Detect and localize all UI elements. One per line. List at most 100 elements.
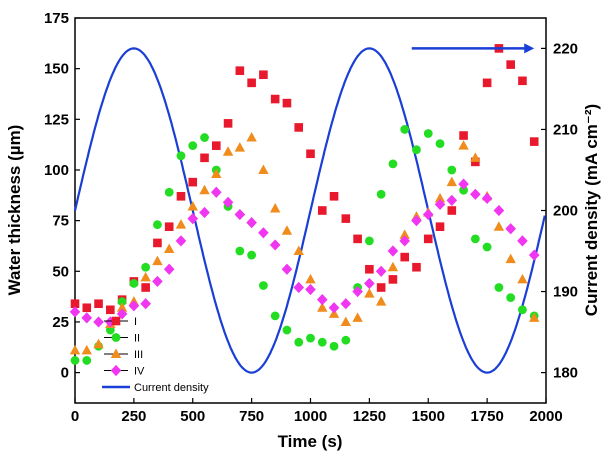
data-point-IV xyxy=(281,263,293,275)
data-point-II xyxy=(70,356,80,365)
data-point-IV xyxy=(411,215,422,227)
current-density-line xyxy=(73,47,546,374)
data-point-II xyxy=(364,236,374,246)
data-point-III xyxy=(164,243,175,253)
data-point-II xyxy=(188,141,198,151)
data-point-II xyxy=(247,250,257,260)
legend-label: Current density xyxy=(134,382,209,394)
data-point-II xyxy=(341,335,351,345)
data-point-II xyxy=(412,145,421,155)
data-point-IV xyxy=(352,285,363,298)
data-point-III xyxy=(258,164,269,174)
data-point-IV xyxy=(258,227,269,239)
data-point-II xyxy=(482,242,492,252)
data-point-II xyxy=(329,341,339,351)
x-axis-title: Time (s) xyxy=(278,432,343,451)
data-point-I xyxy=(188,177,198,187)
data-point-I xyxy=(482,78,492,88)
y2-tick-label: 190 xyxy=(553,284,578,301)
data-point-II xyxy=(400,125,410,134)
data-point-II xyxy=(82,356,92,365)
legend-marker-I xyxy=(111,316,121,326)
data-point-III xyxy=(317,302,328,312)
data-point-II xyxy=(176,151,186,161)
data-point-II xyxy=(129,279,139,288)
data-point-IV xyxy=(517,235,528,247)
data-point-II xyxy=(376,189,386,199)
y2-axis-title: Current density (mA cm⁻²) xyxy=(582,104,601,316)
data-point-II xyxy=(164,187,174,197)
series-II-points xyxy=(70,125,539,365)
data-point-IV xyxy=(434,198,446,211)
data-point-I xyxy=(341,214,351,223)
data-point-IV xyxy=(69,306,81,318)
data-point-I xyxy=(176,192,186,201)
x-tick-label: 1000 xyxy=(294,408,327,425)
data-point-IV xyxy=(175,235,187,247)
series-III-points xyxy=(69,132,540,355)
arrow-head xyxy=(524,43,535,54)
data-point-IV xyxy=(116,308,128,320)
data-point-IV xyxy=(458,178,469,190)
y2-tick-label: 210 xyxy=(553,121,578,138)
x-tick-label: 1250 xyxy=(353,408,386,425)
data-point-I xyxy=(247,78,256,88)
data-point-I xyxy=(317,206,327,215)
data-point-I xyxy=(141,283,150,292)
data-point-I xyxy=(153,238,162,248)
data-point-III xyxy=(340,316,352,326)
data-point-I xyxy=(471,157,480,167)
data-point-IV xyxy=(269,239,281,251)
y-tick-label: 100 xyxy=(44,162,69,179)
data-point-IV xyxy=(470,188,481,200)
data-point-III xyxy=(305,273,316,284)
data-point-III xyxy=(152,255,163,266)
current-density-curve-group xyxy=(73,47,546,374)
data-point-IV xyxy=(222,196,234,208)
data-point-II xyxy=(518,305,527,315)
data-point-II xyxy=(306,333,315,343)
data-point-III xyxy=(175,219,187,229)
data-point-II xyxy=(259,281,268,290)
x-tick-label: 1750 xyxy=(470,408,503,425)
legend-label: IV xyxy=(134,366,145,378)
x-tick-label: 250 xyxy=(121,408,146,425)
data-point-III xyxy=(246,132,257,142)
x-tick-label: 500 xyxy=(180,408,205,425)
data-point-I xyxy=(412,262,421,272)
data-point-III xyxy=(93,338,104,349)
data-point-III xyxy=(434,192,446,203)
data-point-III xyxy=(187,200,198,211)
legend-marker-II xyxy=(111,333,121,342)
data-point-III xyxy=(505,253,516,264)
data-point-II xyxy=(282,325,292,335)
data-point-IV xyxy=(375,265,387,277)
data-point-I xyxy=(506,60,515,69)
data-points xyxy=(69,44,540,365)
data-point-I xyxy=(164,222,174,232)
data-point-I xyxy=(423,234,433,244)
data-point-II xyxy=(141,262,151,272)
data-point-III xyxy=(281,225,293,235)
y-tick-label: 150 xyxy=(44,61,69,78)
data-point-I xyxy=(235,66,245,75)
data-point-IV xyxy=(528,249,540,261)
data-point-IV xyxy=(340,298,352,310)
data-point-II xyxy=(494,283,504,292)
data-point-I xyxy=(365,264,374,274)
data-point-IV xyxy=(246,217,257,229)
data-point-II xyxy=(117,297,127,307)
data-point-III xyxy=(352,312,363,322)
data-point-III xyxy=(269,202,281,213)
data-point-IV xyxy=(422,208,434,221)
data-point-I xyxy=(329,192,339,201)
legend-label: II xyxy=(134,333,140,345)
data-point-I xyxy=(353,234,362,244)
y-tick-label: 75 xyxy=(52,213,69,230)
data-point-IV xyxy=(481,192,493,204)
x-tick-label: 750 xyxy=(239,408,264,425)
data-point-II xyxy=(294,337,304,347)
data-point-III xyxy=(493,221,505,231)
annotations xyxy=(411,43,535,54)
